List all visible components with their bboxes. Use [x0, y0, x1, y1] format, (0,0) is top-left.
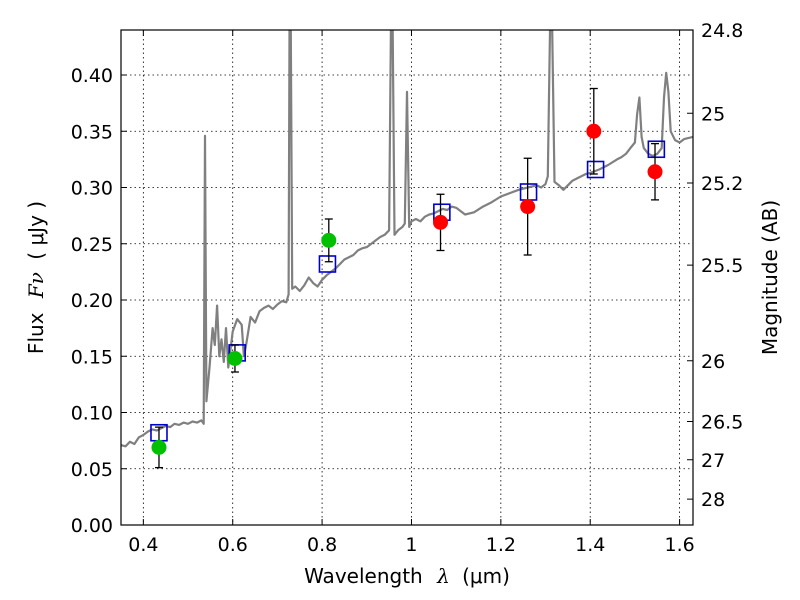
x-tick-label: 1 — [405, 534, 417, 556]
y-tick-label: 0.05 — [71, 459, 113, 481]
y2-tick-label: 28 — [701, 489, 725, 511]
red-point-marker — [586, 123, 602, 139]
model-box-marker — [318, 255, 337, 273]
red-point-marker — [433, 214, 449, 230]
x-axis-label: Wavelength λ (μm) — [304, 564, 510, 588]
x-tick-label: 0.8 — [307, 534, 337, 556]
red-point-marker — [647, 164, 663, 180]
y2-tick-label: 26 — [701, 351, 725, 373]
photometry-series — [151, 87, 663, 469]
y-tick-label: 0.10 — [71, 403, 113, 425]
model-box-marker — [586, 160, 605, 179]
model-box-marker — [647, 140, 666, 159]
green-point-marker — [321, 232, 337, 248]
y2-tick-label: 27 — [701, 450, 725, 472]
y-tick-label: 0.20 — [71, 290, 113, 312]
axis-ticks: 0.4 0.6 0.8 1 1.2 1.4 1.6 0.00 0.05 0.10 0.15 0.20 0… — [71, 20, 744, 556]
y2-axis-label: Magnitude (AB) — [758, 200, 782, 355]
spectrum-line — [121, 30, 693, 448]
y2-tick-label: 25.2 — [701, 173, 743, 195]
x-tick-label: 1.2 — [486, 534, 516, 556]
y-axis-label: Flux Fν ( μJy ) — [24, 201, 48, 354]
y-tick-label: 0.25 — [71, 234, 113, 256]
y2-tick-label: 25.5 — [701, 255, 743, 277]
y2-tick-label: 26.5 — [701, 412, 743, 434]
y2-tick-label: 24.8 — [701, 20, 743, 42]
x-tick-label: 1.6 — [664, 534, 694, 556]
y-tick-label: 0.15 — [71, 346, 113, 368]
y-tick-label: 0.35 — [71, 121, 113, 143]
green-point-marker — [151, 439, 167, 455]
green-point-marker — [227, 351, 243, 366]
plot-frame — [120, 29, 694, 526]
x-tick-label: 0.4 — [128, 534, 158, 556]
y-tick-label: 0.30 — [71, 178, 113, 200]
y-tick-label: 0.00 — [71, 515, 113, 537]
red-point-marker — [520, 199, 536, 215]
x-tick-label: 0.6 — [218, 534, 248, 556]
y2-tick-label: 25 — [701, 103, 725, 125]
x-tick-label: 1.4 — [575, 534, 605, 556]
spectrum-series — [121, 30, 693, 448]
y-tick-label: 0.40 — [71, 65, 113, 87]
grid-lines — [121, 30, 693, 526]
